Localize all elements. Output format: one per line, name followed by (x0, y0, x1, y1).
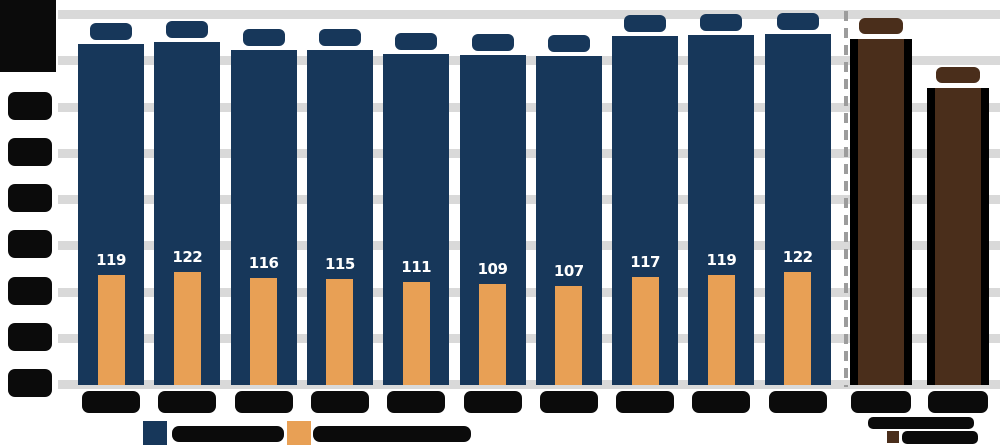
x-label-redacted-7 (539, 391, 598, 413)
y-tick-label-redacted-150 (8, 230, 52, 259)
bar-orange-value-4: 115 (324, 254, 355, 273)
projection-divider-dashed-line (844, 11, 848, 387)
gridline-100 (58, 287, 1000, 297)
bar-orange-9 (707, 274, 735, 385)
bar-navy-value-redacted-9 (700, 14, 743, 32)
x-label-redacted-2 (158, 391, 217, 413)
y-tick-label-redacted-250 (8, 137, 52, 166)
gridline-250 (58, 148, 1000, 158)
x-label-redacted-1 (82, 391, 140, 413)
bar-orange-3 (250, 277, 278, 385)
x-label-redacted-9 (692, 391, 751, 413)
bar-orange-5 (402, 282, 430, 385)
gridline-0 (58, 380, 1000, 389)
x-label-redacted-8 (616, 391, 675, 413)
bar-projection-brown-1 (858, 39, 904, 385)
bar-projection-value-redacted-1 (859, 18, 903, 35)
y-tick-label-redacted-200 (8, 184, 52, 212)
bar-orange-value-7: 107 (553, 262, 584, 281)
bar-orange-6 (479, 284, 506, 385)
bar-orange-value-8: 117 (630, 252, 660, 271)
x-label-projection-redacted-2 (928, 391, 988, 413)
bar-orange-4 (326, 278, 354, 385)
x-label-redacted-4 (310, 391, 369, 413)
gridline-300 (58, 102, 1000, 112)
y-tick-label-redacted-0 (8, 369, 52, 397)
bar-orange-10 (784, 272, 812, 385)
gridline-350 (58, 56, 1000, 66)
bar-navy-value-redacted-3 (242, 29, 285, 47)
gridline-150 (58, 241, 1000, 251)
bar-navy-value-redacted-7 (547, 34, 590, 52)
gridline-50 (58, 333, 1000, 343)
gridline-400 (58, 10, 1000, 19)
bar-navy-value-redacted-5 (395, 32, 438, 50)
legend-swatch-orange (287, 421, 311, 445)
bar-orange-value-10: 122 (782, 248, 813, 267)
x-label-redacted-10 (768, 391, 827, 413)
bar-navy-value-redacted-2 (166, 20, 209, 38)
y-tick-label-redacted-50 (8, 322, 52, 351)
gridline-200 (58, 195, 1000, 204)
bar-orange-value-3: 116 (248, 253, 279, 272)
legend-label-orange-redacted (313, 426, 471, 442)
x-label-projection-redacted-1 (851, 391, 911, 413)
legend-label-navy-redacted (172, 426, 284, 442)
bar-orange-7 (555, 286, 583, 385)
x-label-redacted-6 (463, 391, 522, 413)
bar-orange-value-5: 111 (401, 258, 432, 277)
y-tick-label-redacted-100 (8, 276, 52, 305)
bar-orange-value-1: 119 (96, 250, 126, 269)
bar-orange-value-2: 122 (172, 248, 203, 267)
footnote-swatch-brown (887, 431, 899, 443)
bar-navy-value-redacted-10 (776, 13, 819, 31)
bar-projection-brown-2 (935, 88, 981, 385)
bar-orange-8 (631, 276, 659, 385)
bar-orange-value-6: 109 (477, 260, 508, 279)
x-label-redacted-5 (387, 391, 446, 413)
bar-navy-value-redacted-8 (624, 15, 667, 33)
bar-navy-value-redacted-6 (471, 33, 514, 51)
bar-orange-1 (97, 274, 125, 385)
y-tick-label-redacted-300 (8, 91, 52, 120)
legend-swatch-navy (143, 421, 167, 445)
bar-orange-value-9: 119 (706, 250, 737, 269)
bar-orange-2 (173, 272, 201, 385)
x-label-redacted-3 (234, 391, 293, 413)
y-axis-title-redacted (0, 0, 56, 72)
bar-navy-value-redacted-1 (90, 22, 132, 40)
footnote-line2-redacted (902, 431, 978, 444)
footnote-line1-redacted (868, 417, 974, 429)
bar-navy-value-redacted-4 (318, 29, 361, 47)
bar-projection-value-redacted-2 (936, 67, 980, 84)
